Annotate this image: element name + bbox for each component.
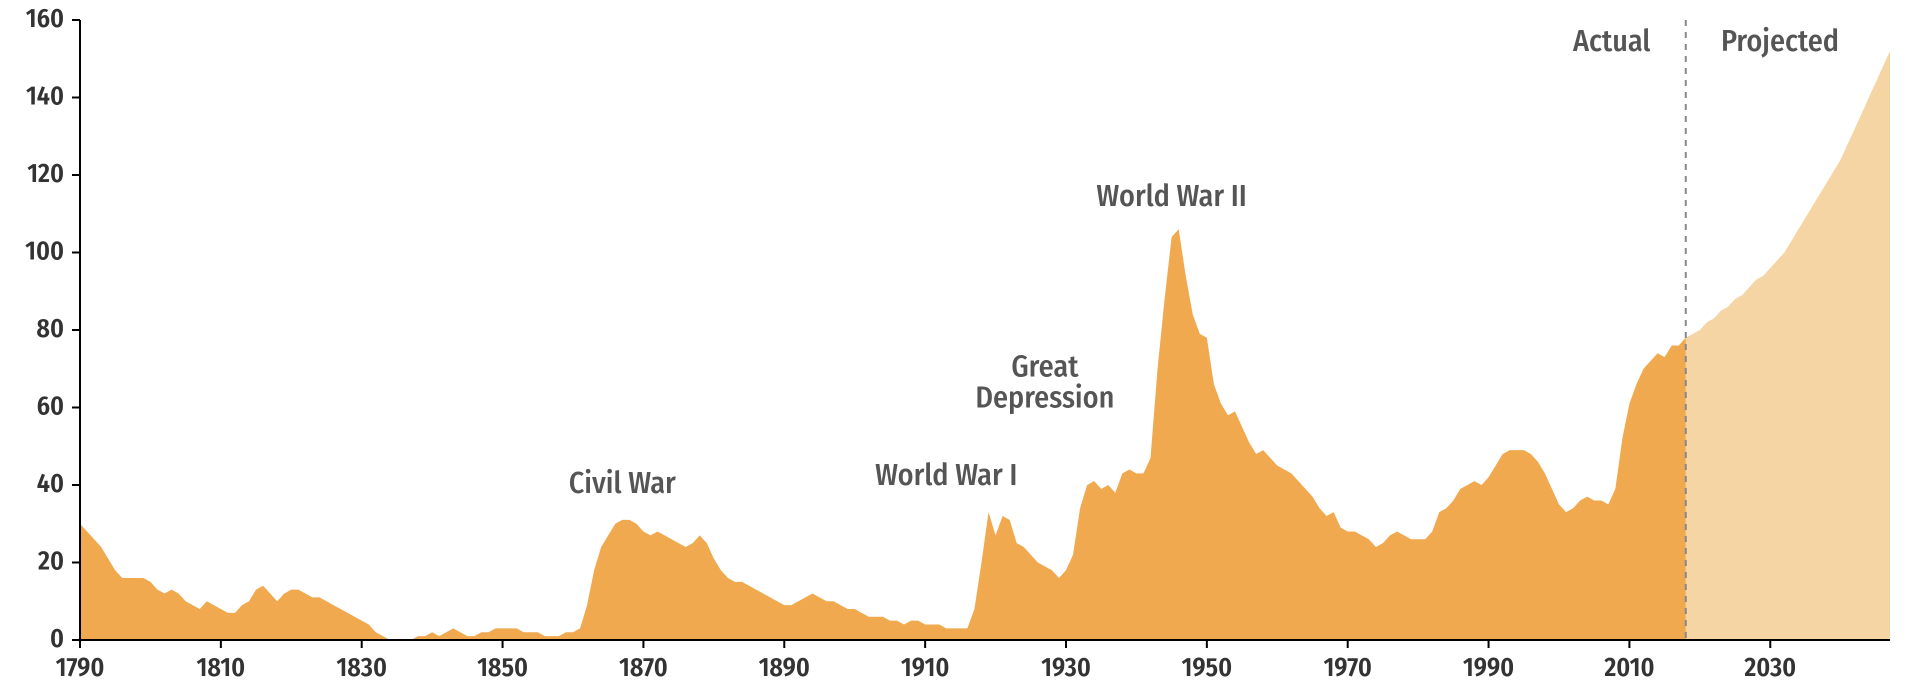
actual-area: [80, 229, 1686, 640]
y-tick-label: 60: [37, 390, 64, 421]
x-tick-label: 2010: [1604, 652, 1654, 683]
y-tick-label: 0: [50, 623, 64, 654]
projected-label: Projected: [1721, 23, 1839, 59]
x-tick-label: 1790: [56, 652, 105, 683]
x-tick-label: 1970: [1323, 652, 1371, 683]
x-tick-label: 1950: [1182, 652, 1233, 683]
y-tick-label: 160: [26, 3, 64, 34]
x-tick-label: 1810: [197, 652, 246, 683]
x-tick-label: 1830: [336, 652, 387, 683]
projected-area: [1686, 51, 1890, 640]
actual-label: Actual: [1572, 23, 1651, 59]
x-tick-label: 1930: [1041, 652, 1091, 683]
y-tick-label: 140: [26, 80, 64, 111]
y-tick-label: 40: [37, 468, 64, 499]
x-tick-label: 1890: [759, 652, 810, 683]
x-tick-label: 1910: [901, 652, 949, 683]
x-tick-label: 2030: [1744, 652, 1796, 683]
event-annotation: Civil War: [569, 465, 676, 501]
event-annotation: Depression: [975, 380, 1114, 416]
x-tick-label: 1990: [1463, 652, 1514, 683]
event-annotation: World War I: [875, 457, 1017, 493]
y-tick-label: 20: [38, 545, 64, 576]
y-tick-label: 100: [25, 235, 64, 266]
x-tick-label: 1870: [619, 652, 668, 683]
y-tick-label: 80: [36, 313, 64, 344]
x-tick-label: 1850: [477, 652, 528, 683]
event-annotation: World War II: [1096, 178, 1246, 214]
y-tick-label: 120: [27, 158, 64, 189]
debt-area-chart: 0 20 40 60 80 100 120 140 160 1790 1810 1830 1850 187…: [0, 0, 1920, 700]
